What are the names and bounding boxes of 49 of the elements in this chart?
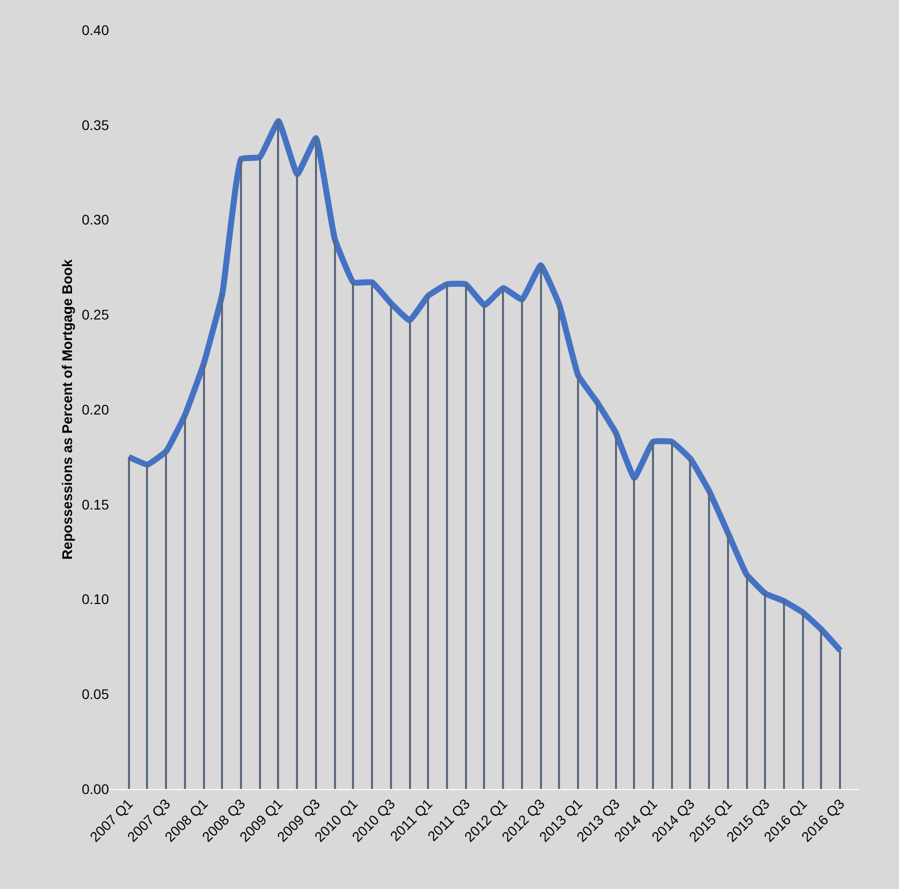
bar (483, 305, 486, 789)
bar (652, 442, 654, 789)
bar (296, 174, 298, 789)
bar (277, 121, 280, 789)
y-tick-label: 0.20 (82, 401, 110, 418)
bar (802, 612, 804, 789)
bar (409, 320, 411, 789)
bar (221, 294, 223, 789)
bar (783, 601, 785, 789)
y-tick-label: 0.35 (82, 116, 110, 133)
bar (427, 296, 429, 789)
bar (446, 284, 448, 789)
y-tick-label: 0.00 (82, 780, 110, 797)
bar (203, 364, 205, 789)
y-tick-label: 0.15 (82, 496, 110, 512)
bar (596, 402, 598, 789)
bar (352, 282, 354, 789)
bar (540, 265, 542, 789)
bar (315, 138, 317, 789)
y-tick-label: 0.40 (82, 22, 110, 38)
y-tick-label: 0.05 (82, 686, 110, 702)
bar (240, 159, 242, 789)
y-axis-title: Repossessions as Percent of Mortgage Book (59, 259, 75, 560)
bar (820, 630, 822, 789)
bar (465, 284, 467, 789)
bar (390, 303, 392, 789)
bar (128, 456, 130, 789)
bar (746, 574, 748, 789)
bar (839, 650, 841, 789)
y-tick-label: 0.30 (82, 212, 110, 228)
bar (259, 157, 261, 789)
y-tick-label: 0.10 (82, 591, 110, 608)
bar (334, 238, 336, 789)
bar (577, 375, 579, 789)
bar (633, 478, 635, 789)
bar (502, 288, 504, 789)
bar (671, 442, 673, 789)
bar (764, 594, 766, 789)
bar (708, 491, 710, 789)
bar (184, 415, 186, 789)
bar (615, 432, 617, 789)
bar (689, 458, 692, 789)
bar (146, 464, 148, 789)
y-tick-label: 0.25 (82, 306, 110, 323)
bar (727, 532, 729, 789)
bar (558, 305, 560, 789)
bar (165, 451, 167, 789)
bar (371, 282, 373, 789)
bar (521, 299, 523, 789)
